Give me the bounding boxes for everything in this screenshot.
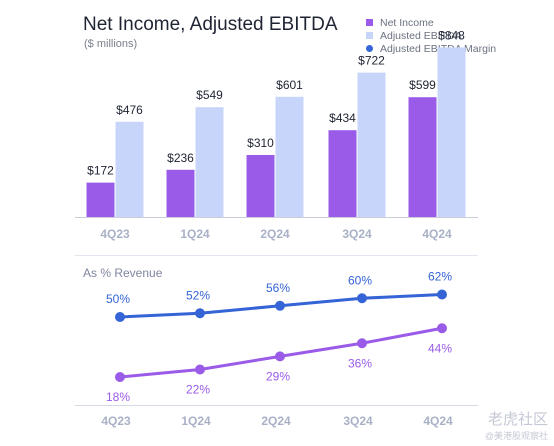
legend-swatch-adjusted-ebitda <box>366 32 373 39</box>
x-tick-label-bar-3q24: 3Q24 <box>342 227 372 241</box>
watermark-line-2: @美港股观察社 <box>484 431 548 441</box>
data-label-adjusted-ebitda-margin-2q24: 56% <box>266 281 290 295</box>
point-net-income-2q24 <box>275 351 285 362</box>
data-label-net-income-1q24: $236 <box>167 151 194 165</box>
point-adjusted-ebitda-margin-4q24 <box>437 289 447 300</box>
data-label-adjusted-ebitda-margin-3q24: 60% <box>348 273 372 287</box>
bar-adjusted-ebitda-2q24 <box>275 96 304 217</box>
point-adjusted-ebitda-margin-1q24 <box>195 308 205 319</box>
data-label-net-income-2q24: 29% <box>266 369 290 383</box>
legend: Net Income Adjusted EBITDA Adjusted EBIT… <box>366 16 496 55</box>
x-tick-label-line-4q24: 4Q24 <box>423 414 453 428</box>
data-label-adjusted-ebitda-1q24: $549 <box>196 88 223 102</box>
x-tick-label-line-4q23: 4Q23 <box>101 414 131 428</box>
data-label-adjusted-ebitda-4q24: $848 <box>438 28 465 42</box>
data-label-adjusted-ebitda-margin-4q23: 50% <box>106 292 130 306</box>
x-tick-label-bar-1q24: 1Q24 <box>180 227 210 241</box>
data-label-adjusted-ebitda-margin-4q24: 62% <box>428 270 452 284</box>
x-tick-label-line-2q24: 2Q24 <box>261 414 291 428</box>
line-chart-title: As % Revenue <box>83 266 163 280</box>
data-label-net-income-4q24: $599 <box>409 78 436 92</box>
point-net-income-3q24 <box>357 338 367 349</box>
point-adjusted-ebitda-margin-2q24 <box>275 300 285 311</box>
x-tick-label-line-3q24: 3Q24 <box>343 414 373 428</box>
chart-subtitle: ($ millions) <box>84 38 138 50</box>
legend-item-adjusted-ebitda: Adjusted EBITDA <box>366 29 496 42</box>
data-label-net-income-3q24: 36% <box>348 356 372 370</box>
data-label-net-income-1q24: 22% <box>186 383 210 397</box>
point-adjusted-ebitda-margin-4q23 <box>115 312 125 322</box>
chart-title: Net Income, Adjusted EBITDA <box>83 14 338 35</box>
data-label-adjusted-ebitda-3q24: $722 <box>358 54 385 68</box>
bar-net-income-4q24 <box>408 97 437 217</box>
bar-adjusted-ebitda-3q24 <box>357 72 386 217</box>
x-tick-label-bar-2q24: 2Q24 <box>260 227 290 241</box>
watermark-line-1: 老虎社区 <box>487 411 548 428</box>
legend-label-net-income: Net Income <box>380 16 434 29</box>
watermark: 老虎社区 @美港股观察社 <box>485 408 548 442</box>
bar-net-income-2q24 <box>246 155 275 217</box>
data-label-net-income-4q23: $172 <box>87 164 114 178</box>
bar-net-income-3q24 <box>328 130 357 217</box>
bar-net-income-4q23 <box>86 182 115 217</box>
data-label-net-income-3q24: $434 <box>329 111 356 125</box>
data-label-net-income-2q24: $310 <box>247 136 274 150</box>
legend-label-adjusted-ebitda: Adjusted EBITDA <box>380 29 462 42</box>
data-label-adjusted-ebitda-4q23: $476 <box>116 103 143 117</box>
data-label-net-income-4q24: 44% <box>428 341 452 355</box>
x-tick-label-bar-4q23: 4Q23 <box>100 227 130 241</box>
x-tick-label-line-1q24: 1Q24 <box>181 414 211 428</box>
point-adjusted-ebitda-margin-3q24 <box>357 293 367 304</box>
legend-swatch-ebitda-margin <box>366 45 373 52</box>
point-net-income-1q24 <box>195 364 205 375</box>
bar-adjusted-ebitda-4q23 <box>115 121 144 217</box>
legend-item-net-income: Net Income <box>366 16 496 29</box>
data-label-adjusted-ebitda-2q24: $601 <box>276 78 303 92</box>
bar-adjusted-ebitda-4q24 <box>437 47 466 218</box>
point-net-income-4q24 <box>437 323 447 334</box>
bar-adjusted-ebitda-1q24 <box>195 107 224 217</box>
bar-net-income-1q24 <box>166 169 195 217</box>
point-net-income-4q23 <box>115 372 125 382</box>
x-tick-label-bar-4q24: 4Q24 <box>422 227 452 241</box>
data-label-net-income-4q23: 18% <box>106 390 130 404</box>
data-label-adjusted-ebitda-margin-1q24: 52% <box>186 288 210 302</box>
legend-swatch-net-income <box>366 19 373 26</box>
